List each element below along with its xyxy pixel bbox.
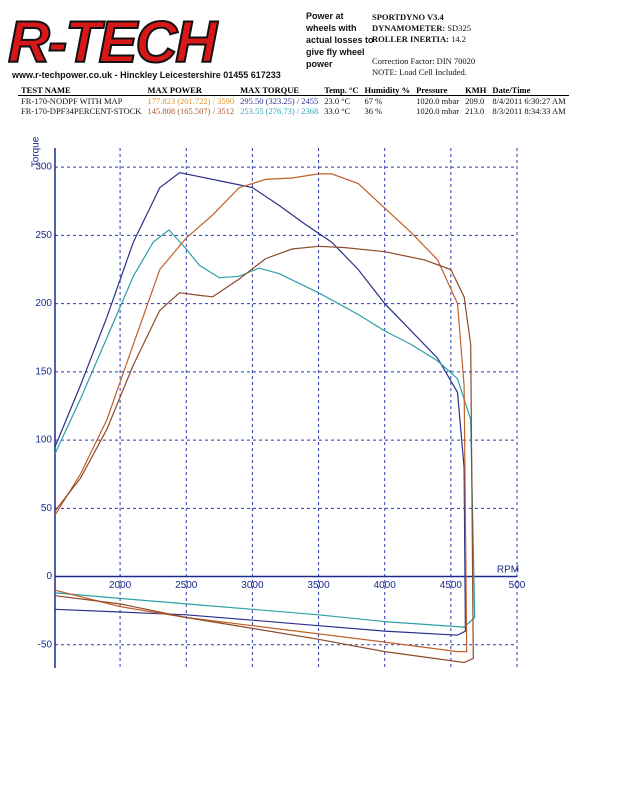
y-tick-label: 200	[35, 298, 52, 309]
y-tick-label: 300	[35, 162, 52, 173]
curve	[54, 229, 476, 628]
x-axis-label: RPM	[497, 565, 519, 576]
column-header: Date/Time	[489, 85, 569, 96]
y-tick-label: 250	[35, 230, 52, 241]
column-header: Pressure	[413, 85, 463, 96]
y-tick-label: 150	[35, 366, 52, 377]
column-header: MAX TORQUE	[237, 85, 322, 96]
cell: 8/4/2011 6:30:27 AM	[492, 96, 566, 106]
curve	[54, 245, 474, 664]
results-table: TEST NAME MAX POWER MAX TORQUE Temp. °C Humi…	[18, 85, 569, 116]
cell: 145.808 (165.507) / 3512	[147, 106, 235, 116]
x-tick-label: 4000	[374, 580, 397, 591]
cell: 177.823 (201.722) / 3590	[147, 96, 235, 106]
column-header: MAX POWER	[144, 85, 238, 96]
column-header: KMH	[462, 85, 490, 96]
cell: 23.0 °C	[324, 96, 351, 106]
y-tick-label: 0	[46, 571, 52, 582]
header-row: TEST NAME MAX POWER MAX TORQUE Temp. °C Humi…	[18, 85, 569, 96]
y-tick-label: 100	[35, 435, 52, 446]
cell: 209.0	[465, 96, 485, 106]
table-row: FR-170-DPF34PERCENT-STOCK 145.808 (165.50…	[18, 106, 569, 116]
y-tick-label: 50	[41, 503, 53, 514]
label: DYNAMOMETER:	[372, 23, 446, 33]
cell: FR-170-NODPF WITH MAP	[21, 96, 123, 106]
value: 14.2	[451, 34, 466, 44]
software: SPORTDYNO V3.4	[372, 12, 444, 22]
plot-area	[55, 148, 517, 668]
cell: 33.0 °C	[324, 106, 351, 116]
table-row: FR-170-NODPF WITH MAP 177.823 (201.722) /…	[18, 96, 569, 106]
cell: 1020.0 mbar	[416, 106, 460, 116]
column-header: Temp. °C	[321, 85, 362, 96]
cell: 253.55 (276.73) / 2368	[240, 106, 319, 116]
dynamometer: DYNAMOMETER: SD325	[372, 23, 471, 33]
cell: 295.50 (323.25) / 2455	[240, 96, 319, 106]
x-tick-label: 3500	[307, 580, 330, 591]
tagline: Power at wheels with actual losses to gi…	[306, 11, 374, 69]
curve	[54, 173, 468, 653]
x-tick-label: 2500	[175, 580, 198, 591]
column-header: TEST NAME	[18, 85, 145, 96]
y-tick-label: -50	[38, 639, 53, 650]
x-tick-label: 4500	[440, 580, 463, 591]
x-tick-label: 500	[509, 580, 526, 591]
roller-inertia: ROLLER INERTIA: 14.2	[372, 34, 466, 44]
cell: 8/3/2011 8:34:33 AM	[492, 106, 566, 116]
x-tick-label: 3000	[241, 580, 264, 591]
y-axis-label: Torque	[31, 136, 42, 167]
value: SD325	[447, 23, 471, 33]
logo: R-TECH	[7, 10, 218, 75]
website: www.r-techpower.co.uk - Hinckley Leicest…	[12, 70, 281, 80]
note: NOTE: Load Cell Included.	[372, 67, 467, 77]
column-header: Humidity %	[361, 85, 414, 96]
cell: FR-170-DPF34PERCENT-STOCK	[21, 106, 142, 116]
table-body: FR-170-NODPF WITH MAP 177.823 (201.722) /…	[18, 96, 569, 116]
cell: 1020.0 mbar	[416, 96, 460, 106]
cell: 213.0	[465, 106, 485, 116]
label: ROLLER INERTIA:	[372, 34, 449, 44]
x-tick-label: 2000	[109, 580, 132, 591]
correction: Correction Factor: DIN 70020	[372, 56, 476, 66]
cell: 67 %	[364, 96, 383, 106]
curve	[54, 171, 467, 636]
cell: 36 %	[364, 106, 383, 116]
